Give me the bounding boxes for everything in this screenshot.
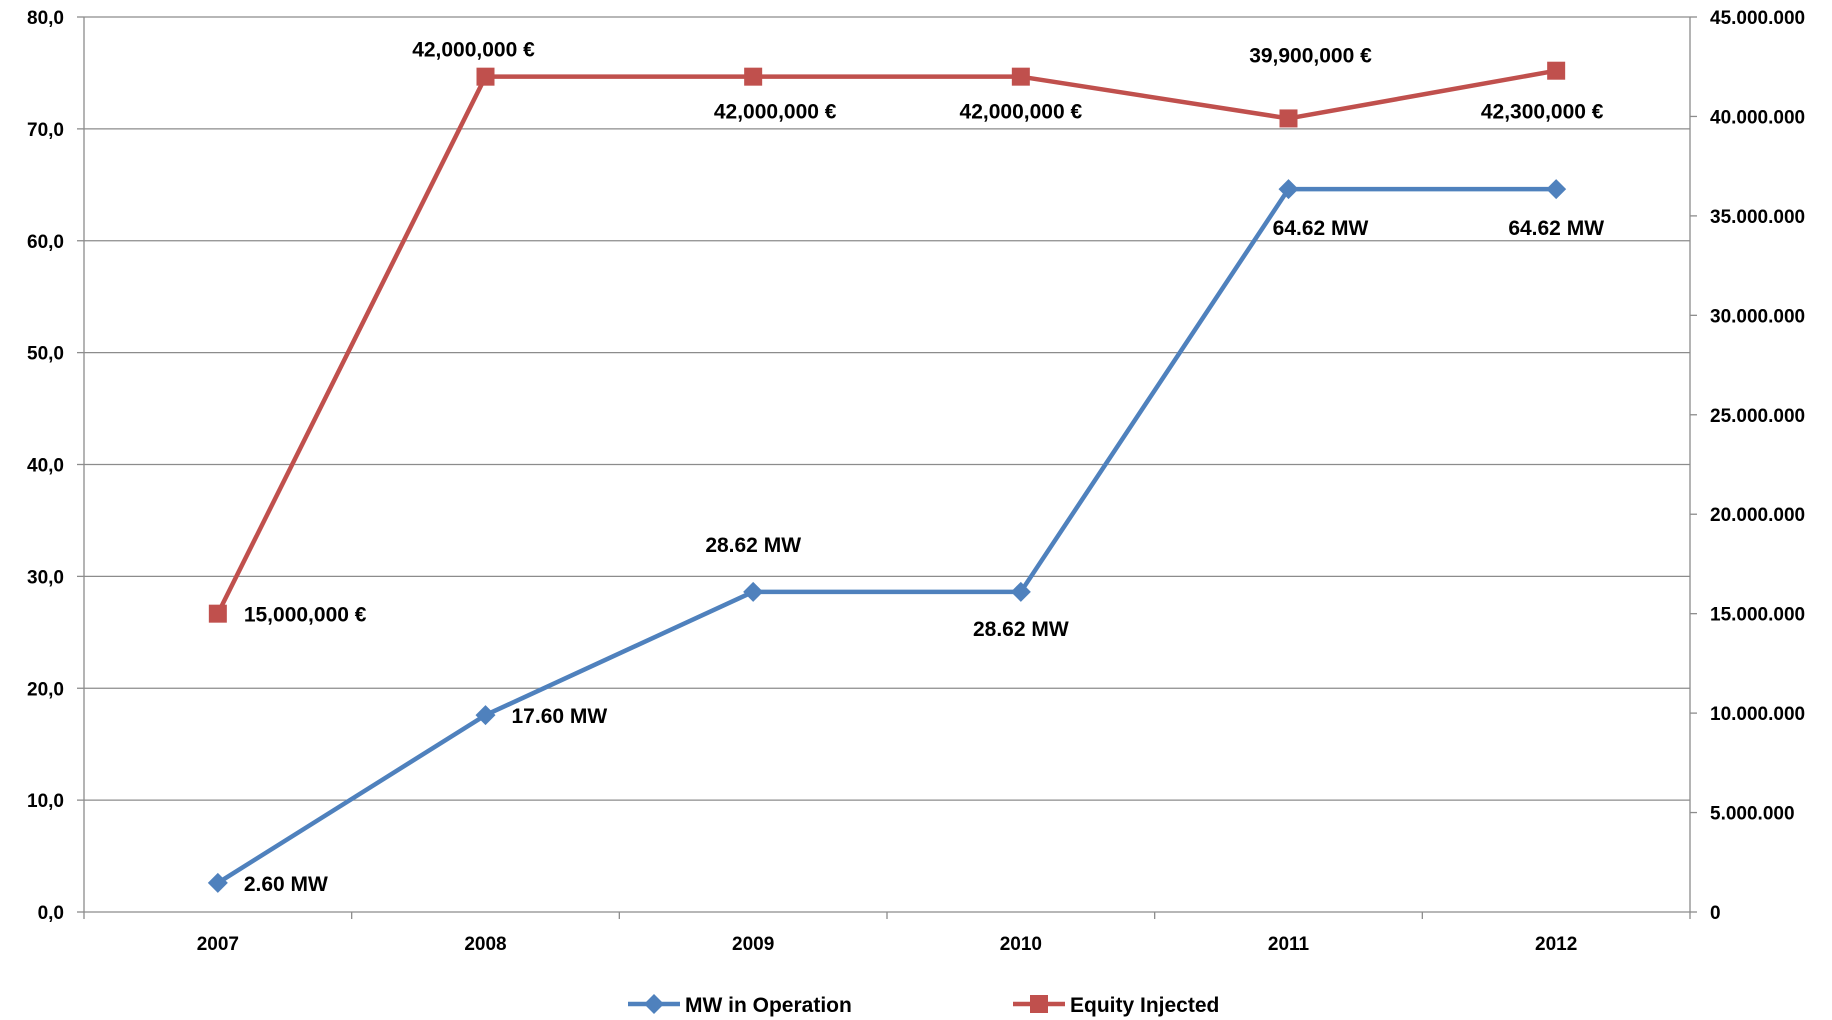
left-tick-label: 40,0 <box>27 456 64 477</box>
right-tick-label: 35.000.000 <box>1710 207 1805 228</box>
data-label: 39,900,000 € <box>1249 44 1372 67</box>
axes: 0,0 10,0 20,0 30,0 40,0 50,0 60,0 70,0 80,0 0 5.00… <box>27 8 1805 955</box>
square-marker <box>1279 109 1298 128</box>
diamond-marker <box>1278 179 1299 200</box>
data-label: 42,000,000 € <box>714 101 837 124</box>
gridlines <box>84 16 1690 801</box>
left-tick-label: 80,0 <box>27 8 64 29</box>
diamond-marker <box>475 705 496 726</box>
right-tick-label: 10.000.000 <box>1710 704 1805 725</box>
square-marker <box>208 604 227 623</box>
data-label: 42,000,000 € <box>960 101 1083 124</box>
right-tick-label: 15.000.000 <box>1710 605 1805 626</box>
square-marker <box>1547 61 1566 80</box>
legend-diamond-marker <box>644 994 664 1014</box>
data-labels: 2.60 MW 17.60 MW 28.62 MW 28.62 MW 64.62 MW 6… <box>244 39 1604 896</box>
diamond-marker <box>207 872 228 893</box>
legend: MW in Operation Equity Injected <box>628 994 1219 1017</box>
data-label: 2.60 MW <box>244 873 328 896</box>
left-tick-label: 60,0 <box>27 232 64 253</box>
data-label: 64.62 MW <box>1273 217 1369 240</box>
data-label: 28.62 MW <box>973 618 1069 641</box>
legend-label: Equity Injected <box>1070 994 1219 1017</box>
left-tick-label: 30,0 <box>27 567 64 588</box>
left-tick-label: 20,0 <box>27 679 64 700</box>
x-tick-label: 2007 <box>197 934 239 955</box>
x-tick-label: 2012 <box>1535 934 1577 955</box>
left-tick-label: 10,0 <box>27 791 64 812</box>
square-marker <box>1011 67 1030 86</box>
data-label: 17.60 MW <box>512 705 608 728</box>
left-tick-label: 50,0 <box>27 344 64 365</box>
series-markers <box>207 61 1567 893</box>
left-tick-label: 70,0 <box>27 120 64 141</box>
x-tick-label: 2008 <box>464 934 506 955</box>
diamond-marker <box>1546 179 1567 200</box>
series-lines <box>215 68 1557 885</box>
right-tick-label: 45.000.000 <box>1710 8 1805 29</box>
legend-label: MW in Operation <box>685 994 852 1017</box>
x-tick-label: 2010 <box>1000 934 1042 955</box>
legend-square-marker <box>1030 995 1048 1013</box>
right-tick-label: 20.000.000 <box>1710 505 1805 526</box>
right-tick-label: 25.000.000 <box>1710 406 1805 427</box>
data-label: 42,000,000 € <box>412 39 535 62</box>
data-label: 64.62 MW <box>1508 217 1604 240</box>
data-label: 28.62 MW <box>705 534 801 557</box>
x-tick-label: 2011 <box>1268 934 1310 955</box>
square-marker <box>476 67 495 86</box>
right-tick-label: 5.000.000 <box>1710 804 1795 825</box>
left-tick-label: 0,0 <box>38 903 64 924</box>
right-tick-label: 30.000.000 <box>1710 306 1805 327</box>
diamond-marker <box>743 581 764 602</box>
data-label: 15,000,000 € <box>244 604 367 627</box>
right-tick-label: 40.000.000 <box>1710 107 1805 128</box>
x-tick-label: 2009 <box>732 934 774 955</box>
series-line-mw-in-operation <box>216 186 1557 885</box>
square-marker <box>744 67 763 86</box>
right-tick-label: 0 <box>1710 903 1721 924</box>
data-label: 42,300,000 € <box>1481 101 1604 124</box>
diamond-marker <box>1010 581 1031 602</box>
series-line-equity-injected <box>215 68 1557 615</box>
